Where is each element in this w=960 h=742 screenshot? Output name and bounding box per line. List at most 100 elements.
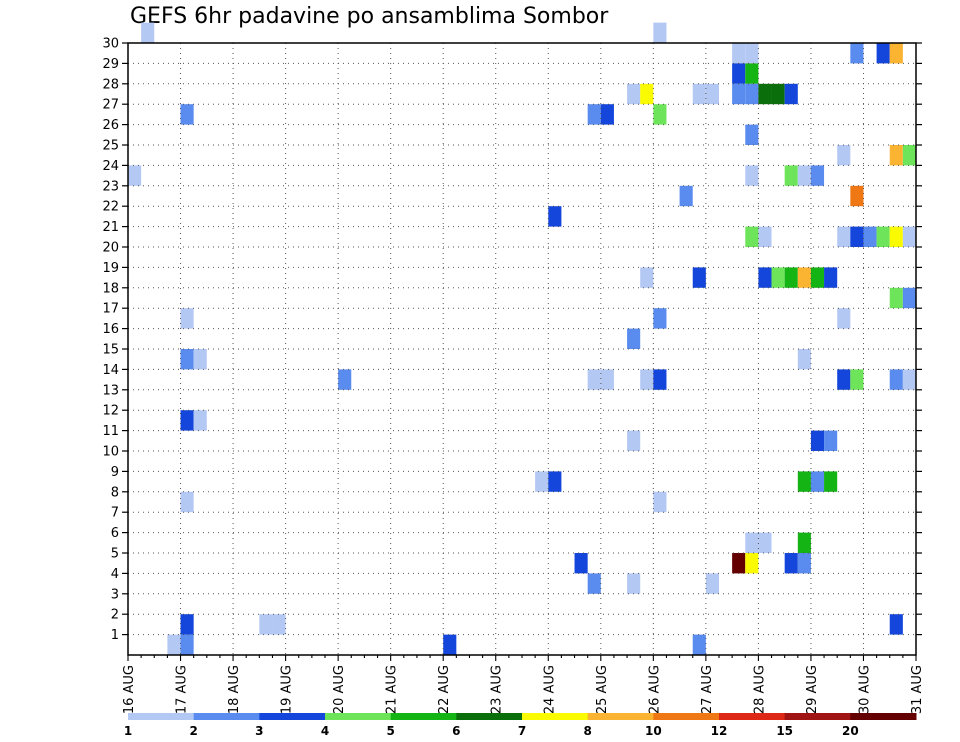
color-legend: 1 2 3 4 5 6 7 8 10 12 15 20 <box>124 713 917 738</box>
x-tick-label: 31 AUG <box>910 665 925 714</box>
heatmap-cell <box>745 43 759 64</box>
heatmap-cell <box>758 532 772 553</box>
y-tick-label: 26 <box>102 118 119 133</box>
heatmap-cell <box>587 573 601 594</box>
y-tick-label: 17 <box>102 302 119 317</box>
legend-label: 6 <box>452 724 460 738</box>
heatmap-cell <box>745 165 759 186</box>
heatmap-cell <box>850 185 864 207</box>
heatmap-cell <box>745 226 759 247</box>
heatmap-cell <box>732 63 746 84</box>
heatmap-cell <box>732 553 746 574</box>
y-tick-label: 28 <box>102 77 119 92</box>
heatmap-cell <box>180 349 194 370</box>
heatmap-cell <box>810 430 825 451</box>
heatmap-cell <box>745 83 759 105</box>
x-axis: 16 AUG 17 AUG 18 AUG 19 AUG 20 AUG 21 AUG 22 A… <box>122 655 925 714</box>
y-tick-label: 14 <box>102 363 119 378</box>
heatmap-cell <box>180 410 194 431</box>
heatmap-cell <box>180 491 194 513</box>
heatmap-cell <box>758 83 772 105</box>
heatmap-cell <box>692 83 706 105</box>
y-tick-label: 24 <box>102 159 119 174</box>
y-tick-label: 30 <box>102 37 119 52</box>
heatmap-cell <box>640 83 654 105</box>
y-tick-label: 13 <box>102 383 119 398</box>
heatmap-cell <box>128 165 142 186</box>
heatmap-cell <box>758 226 772 247</box>
heatmap-cell <box>876 43 890 64</box>
x-tick-label: 26 AUG <box>647 665 662 714</box>
x-tick-label: 24 AUG <box>542 665 557 714</box>
heatmap-cell <box>180 308 194 329</box>
heatmap-cell <box>902 226 916 247</box>
heatmap-cell <box>653 308 667 329</box>
y-tick-label: 12 <box>102 404 119 419</box>
heatmap-cell <box>797 165 811 186</box>
heatmap-cell <box>600 369 614 390</box>
legend-label: 4 <box>321 724 329 738</box>
heatmap-cell <box>810 165 825 186</box>
heatmap-cell <box>876 226 890 247</box>
heatmap-cell <box>902 145 916 166</box>
legend-swatch <box>719 713 786 720</box>
heatmap-cell <box>705 83 719 105</box>
heatmap-cell <box>640 267 654 288</box>
heatmap-cell <box>180 614 194 635</box>
heatmap-cell <box>758 267 772 288</box>
legend-label: 10 <box>645 724 662 738</box>
legend-label: 7 <box>518 724 526 738</box>
heatmap-cell <box>889 287 903 309</box>
heatmap-cell <box>180 634 194 655</box>
heatmap-cell <box>180 104 194 125</box>
heatmap-cell <box>810 471 825 492</box>
legend-swatch <box>653 713 720 720</box>
y-tick-label: 2 <box>111 608 119 623</box>
y-tick-label: 8 <box>111 485 119 500</box>
y-tick-label: 29 <box>102 57 119 72</box>
x-tick-label: 20 AUG <box>332 665 347 714</box>
x-tick-label: 25 AUG <box>595 665 610 714</box>
y-tick-label: 15 <box>102 343 119 358</box>
legend-swatch <box>193 713 260 720</box>
legend-label: 5 <box>386 724 394 738</box>
heatmap-cell <box>850 369 864 390</box>
heatmap-cell <box>732 43 746 64</box>
x-tick-label: 23 AUG <box>490 665 505 714</box>
heatmap-cell <box>837 226 851 247</box>
legend-swatch <box>784 713 851 720</box>
heatmap-cell <box>548 206 562 227</box>
heatmap-cell <box>837 145 851 166</box>
heatmap-cell <box>889 43 903 64</box>
x-tick-label: 18 AUG <box>227 665 242 714</box>
x-tick-label: 30 AUG <box>857 665 872 714</box>
heatmap-cell <box>679 185 693 207</box>
legend-swatch <box>259 713 326 720</box>
legend-label: 3 <box>255 724 263 738</box>
heatmap-cell <box>902 369 916 390</box>
heatmap-cell <box>705 573 719 594</box>
heatmap-cell <box>640 369 654 390</box>
y-tick-label: 21 <box>102 220 119 235</box>
y-tick-label: 9 <box>111 465 119 480</box>
heatmap-cell <box>193 410 207 431</box>
heatmap-cell <box>771 83 785 105</box>
heatmap-cell <box>797 532 811 553</box>
y-tick-label: 25 <box>102 139 119 154</box>
heatmap-cell <box>692 267 706 288</box>
y-tick-label: 11 <box>102 424 119 439</box>
heatmap-cell <box>732 83 746 105</box>
heatmap-cell <box>193 349 207 370</box>
legend-label: 15 <box>776 724 793 738</box>
heatmap-cell <box>653 369 667 390</box>
heatmap-cell <box>889 369 903 390</box>
y-tick-label: 16 <box>102 322 119 337</box>
legend-label: 20 <box>842 724 859 738</box>
y-tick-label: 3 <box>111 587 119 602</box>
heatmap-cell <box>600 104 614 125</box>
heatmap-cell <box>745 124 759 145</box>
heatmap-cell <box>850 226 864 247</box>
x-tick-label: 29 AUG <box>805 665 820 714</box>
heatmap-cell <box>784 267 798 288</box>
